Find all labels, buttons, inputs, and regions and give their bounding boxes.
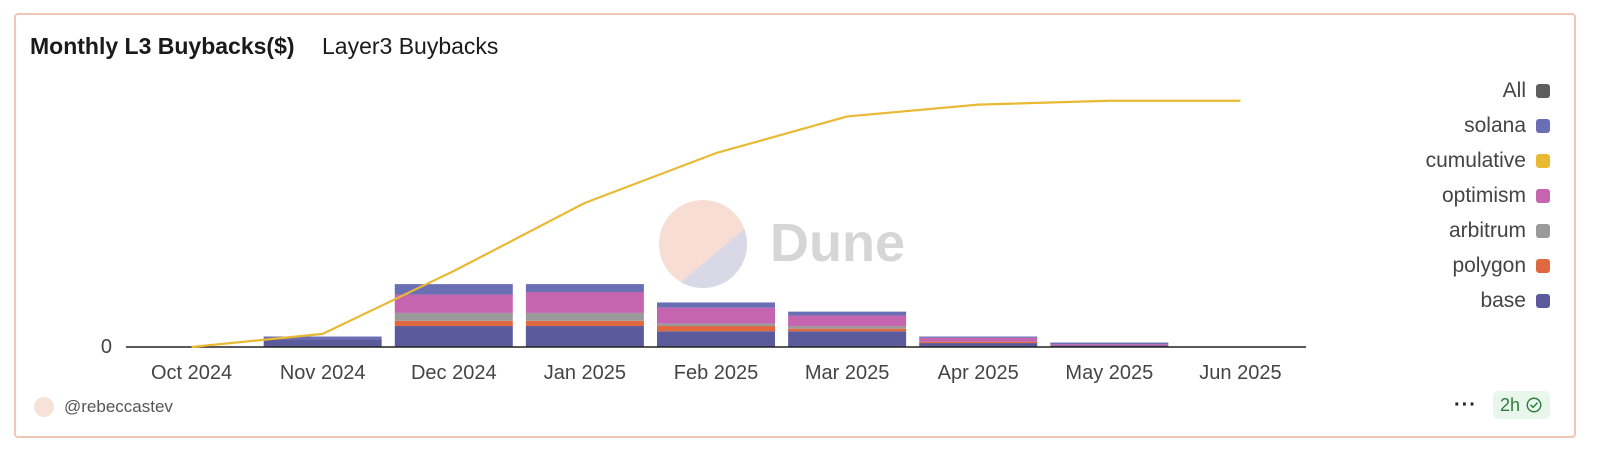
- x-tick-label: Feb 2025: [674, 362, 759, 384]
- legend-swatch: [1536, 83, 1550, 98]
- legend-label: arbitrum: [1448, 218, 1526, 242]
- chart-subtitle: Layer3 Buybacks: [322, 33, 499, 59]
- freshness-badge[interactable]: 2h: [1492, 391, 1550, 419]
- dune-watermark: Dune: [659, 200, 905, 288]
- legend-item-optimism[interactable]: optimism: [1426, 178, 1550, 213]
- bar-base[interactable]: [919, 343, 1038, 347]
- legend-swatch: [1536, 223, 1550, 238]
- bar-solana[interactable]: [525, 284, 644, 292]
- check-circle-icon: [1526, 397, 1542, 413]
- bar-optimism[interactable]: [788, 315, 907, 327]
- legend-swatch: [1536, 188, 1550, 203]
- author[interactable]: @rebeccastev: [34, 397, 173, 417]
- bar-optimism[interactable]: [1050, 344, 1169, 346]
- bar-base[interactable]: [394, 326, 513, 347]
- bar-solana[interactable]: [1050, 342, 1169, 345]
- legend-swatch: [1536, 258, 1550, 273]
- freshness-age: 2h: [1499, 394, 1520, 415]
- x-tick-label: Jun 2025: [1199, 362, 1281, 384]
- bar-solana[interactable]: [919, 336, 1038, 338]
- legend-item-arbitrum[interactable]: arbitrum: [1426, 213, 1550, 248]
- bar-arbitrum[interactable]: [657, 323, 775, 327]
- bar-solana[interactable]: [657, 302, 775, 308]
- legend-item-base[interactable]: base: [1426, 283, 1550, 318]
- bar-base[interactable]: [263, 339, 382, 347]
- x-tick-label: Dec 2024: [411, 362, 497, 384]
- legend-item-solana[interactable]: solana: [1426, 108, 1550, 143]
- x-tick-label: Apr 2025: [938, 362, 1019, 384]
- y-tick-label: 0: [101, 336, 112, 358]
- bar-polygon[interactable]: [525, 320, 644, 327]
- bar-arbitrum[interactable]: [788, 326, 907, 329]
- x-tick-label: Jan 2025: [544, 362, 626, 384]
- bar-base[interactable]: [525, 326, 644, 347]
- bar-base[interactable]: [788, 331, 907, 347]
- legend-swatch: [1536, 118, 1550, 133]
- dune-logo-wedge-icon: [681, 228, 748, 288]
- line-cumulative[interactable]: [191, 99, 1241, 349]
- legend-swatch: [1536, 153, 1550, 168]
- footer-actions: ··· 2h: [1454, 391, 1550, 419]
- legend-label: optimism: [1441, 183, 1526, 207]
- legend-item-all[interactable]: All: [1426, 73, 1550, 108]
- watermark-text: Dune: [770, 213, 905, 273]
- bar-solana[interactable]: [394, 284, 513, 295]
- author-username: @rebeccastev: [64, 397, 173, 416]
- bar-optimism[interactable]: [919, 337, 1038, 342]
- chart-title: Monthly L3 Buybacks($): [30, 33, 295, 59]
- bar-polygon[interactable]: [788, 328, 907, 332]
- x-tick-label: Nov 2024: [280, 362, 366, 384]
- bar-polygon[interactable]: [919, 341, 1038, 344]
- bar-solana[interactable]: [263, 336, 382, 340]
- bar-base[interactable]: [1050, 345, 1169, 347]
- avatar: [34, 397, 54, 417]
- chart-plot: Dune Oct 2024 Nov 2024 Dec 2024 Jan 2025 Feb…: [101, 99, 1306, 384]
- legend-item-cumulative[interactable]: cumulative: [1426, 143, 1550, 178]
- x-tick-label: May 2025: [1065, 362, 1153, 384]
- legend-label: solana: [1464, 113, 1526, 137]
- bar-polygon[interactable]: [394, 320, 513, 327]
- legend-item-polygon[interactable]: polygon: [1426, 248, 1550, 283]
- bar-solana[interactable]: [788, 311, 907, 316]
- bar-optimism[interactable]: [394, 294, 513, 313]
- legend-label: polygon: [1452, 253, 1526, 277]
- bar-optimism[interactable]: [525, 291, 644, 313]
- legend-swatch: [1536, 293, 1550, 308]
- legend-label: All: [1502, 78, 1526, 102]
- chart-card: Monthly L3 Buybacks($) Layer3 Buybacks D…: [14, 13, 1576, 438]
- bar-optimism[interactable]: [657, 307, 775, 324]
- bar-base[interactable]: [657, 331, 775, 347]
- x-tick-label: Mar 2025: [805, 362, 890, 384]
- bar-arbitrum[interactable]: [394, 312, 513, 321]
- legend-label: cumulative: [1425, 148, 1526, 172]
- legend-label: base: [1480, 288, 1526, 312]
- bar-arbitrum[interactable]: [525, 312, 644, 321]
- more-options-icon[interactable]: ···: [1453, 393, 1477, 416]
- bar-polygon[interactable]: [657, 326, 775, 332]
- x-tick-label: Oct 2024: [151, 362, 232, 384]
- chart-legend: All solana cumulative optimism arbitrum polyg…: [1426, 73, 1550, 318]
